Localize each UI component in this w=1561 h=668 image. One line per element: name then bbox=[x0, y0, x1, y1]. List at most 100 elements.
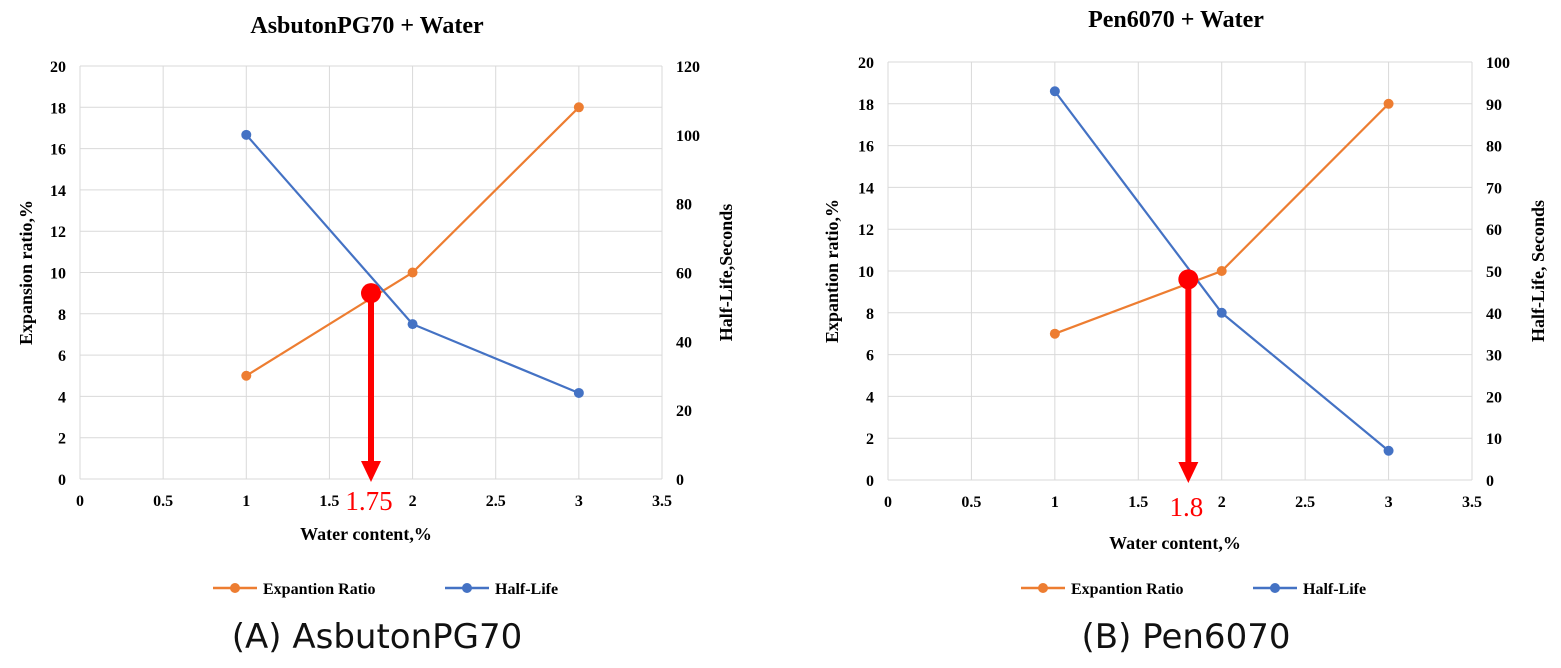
y2-tick-label: 30 bbox=[1486, 348, 1502, 365]
legend: Expantion Ratio Half-Life bbox=[213, 581, 558, 598]
legend: Expantion Ratio Half-Life bbox=[1021, 581, 1366, 598]
y2-tick-label: 10 bbox=[1486, 431, 1502, 448]
data-point bbox=[407, 319, 418, 330]
y2-tick-label: 40 bbox=[1486, 306, 1502, 323]
data-point bbox=[1049, 328, 1060, 339]
intersection-value-label: 1.8 bbox=[1169, 492, 1203, 522]
y-tick-label: 8 bbox=[58, 307, 66, 324]
x-tick-label: 2 bbox=[409, 493, 417, 510]
y-tick-label: 16 bbox=[858, 139, 874, 156]
y-tick-label: 14 bbox=[50, 183, 66, 200]
y-tick-label: 8 bbox=[866, 306, 874, 323]
series-expansion-ratio bbox=[1049, 98, 1394, 339]
data-point bbox=[1049, 86, 1060, 97]
data-point bbox=[573, 387, 584, 398]
y2-tick-label: 120 bbox=[676, 59, 700, 76]
y-tick-label: 16 bbox=[50, 142, 66, 159]
y-tick-label: 12 bbox=[858, 222, 874, 239]
arrow-head bbox=[361, 461, 381, 482]
legend-label-half-life: Half-Life bbox=[1303, 581, 1366, 598]
y-tick-label: 20 bbox=[50, 59, 66, 76]
data-point bbox=[407, 267, 418, 278]
y2-tick-label: 80 bbox=[676, 197, 692, 214]
legend-marker-half-life bbox=[1270, 583, 1280, 593]
x-tick-label: 2.5 bbox=[486, 493, 506, 510]
x-tick-label: 2.5 bbox=[1295, 494, 1315, 511]
x-axis-label: Water content,% bbox=[300, 524, 432, 544]
y2-tick-label: 20 bbox=[1486, 389, 1502, 406]
y-tick-label: 20 bbox=[858, 55, 874, 72]
x-tick-label: 3 bbox=[1385, 494, 1393, 511]
legend-marker-half-life bbox=[462, 583, 472, 593]
arrow-head bbox=[1178, 462, 1199, 483]
chart-title: AsbutonPG70 + Water bbox=[250, 13, 484, 39]
y2-tick-label: 80 bbox=[1486, 139, 1502, 156]
intersection-point bbox=[361, 283, 381, 304]
y-tick-label: 4 bbox=[866, 389, 874, 406]
y2-tick-label: 0 bbox=[1486, 473, 1494, 490]
x-tick-label: 0.5 bbox=[153, 493, 173, 510]
x-tick-label: 3 bbox=[575, 493, 583, 510]
y-tick-label: 10 bbox=[50, 266, 66, 283]
legend-marker-expansion bbox=[230, 583, 240, 593]
data-point bbox=[573, 102, 584, 113]
data-point bbox=[241, 370, 252, 381]
x-tick-label: 1 bbox=[1051, 494, 1059, 511]
legend-label-expansion: Expantion Ratio bbox=[263, 581, 375, 598]
chart-a: AsbutonPG70 + Water024681012141618200204… bbox=[16, 13, 736, 657]
y2-tick-label: 60 bbox=[1486, 222, 1502, 239]
data-point bbox=[1383, 445, 1394, 456]
y2-tick-label: 100 bbox=[676, 128, 700, 145]
y-tick-label: 2 bbox=[866, 431, 874, 448]
gridlines bbox=[887, 61, 1473, 481]
y2-tick-label: 50 bbox=[1486, 264, 1502, 281]
y-tick-label: 4 bbox=[58, 389, 66, 406]
x-tick-label: 1.5 bbox=[319, 493, 339, 510]
y2-tick-label: 90 bbox=[1486, 97, 1502, 114]
y-tick-label: 6 bbox=[58, 348, 66, 365]
y2-tick-label: 20 bbox=[676, 403, 692, 420]
figure-caption: (A) AsbutonPG70 bbox=[232, 617, 523, 657]
y2-tick-label: 60 bbox=[676, 266, 692, 283]
data-point bbox=[1216, 266, 1227, 276]
x-tick-label: 3.5 bbox=[1462, 494, 1482, 511]
x-tick-label: 1 bbox=[242, 493, 250, 510]
y-tick-label: 0 bbox=[866, 473, 874, 490]
y2-tick-label: 0 bbox=[676, 472, 684, 489]
x-tick-label: 0 bbox=[884, 494, 892, 511]
y2-tick-label: 40 bbox=[676, 334, 692, 351]
series-half-life bbox=[1049, 86, 1394, 456]
legend-label-expansion: Expantion Ratio bbox=[1071, 581, 1183, 598]
data-point bbox=[1216, 307, 1227, 318]
chart-title: Pen6070 + Water bbox=[1088, 7, 1264, 33]
y-axis-label: Expantion ratio,% bbox=[822, 199, 842, 343]
figure-caption: (B) Pen6070 bbox=[1082, 617, 1291, 657]
y-tick-label: 14 bbox=[858, 180, 874, 197]
data-point bbox=[241, 129, 252, 140]
legend-label-half-life: Half-Life bbox=[495, 581, 558, 598]
y-tick-label: 6 bbox=[866, 348, 874, 365]
y-tick-label: 18 bbox=[50, 100, 66, 117]
x-tick-label: 2 bbox=[1218, 494, 1226, 511]
intersection-point bbox=[1178, 269, 1199, 290]
series-half-life bbox=[241, 129, 584, 398]
y2-tick-label: 100 bbox=[1486, 55, 1510, 72]
legend-marker-expansion bbox=[1038, 583, 1048, 593]
x-tick-label: 1.5 bbox=[1128, 494, 1148, 511]
y-tick-label: 10 bbox=[858, 264, 874, 281]
y-tick-label: 18 bbox=[858, 97, 874, 114]
intersection-annotation: 1.8 bbox=[1169, 269, 1203, 522]
x-tick-label: 0 bbox=[76, 493, 84, 510]
y2-axis-label: Half-Life,Seconds bbox=[716, 204, 736, 342]
y2-axis-label: Half-Life, Seconds bbox=[1528, 200, 1548, 342]
x-axis-label: Water content,% bbox=[1109, 533, 1241, 553]
y-tick-label: 2 bbox=[58, 431, 66, 448]
y-axis-label: Expansion ratio,% bbox=[16, 200, 36, 345]
chart-b: Pen6070 + Water0246810121416182001020304… bbox=[822, 7, 1548, 657]
y-tick-label: 0 bbox=[58, 472, 66, 489]
y-tick-label: 12 bbox=[50, 224, 66, 241]
series-expansion-ratio bbox=[241, 102, 584, 381]
y2-tick-label: 70 bbox=[1486, 180, 1502, 197]
intersection-annotation: 1.75 bbox=[345, 283, 393, 516]
